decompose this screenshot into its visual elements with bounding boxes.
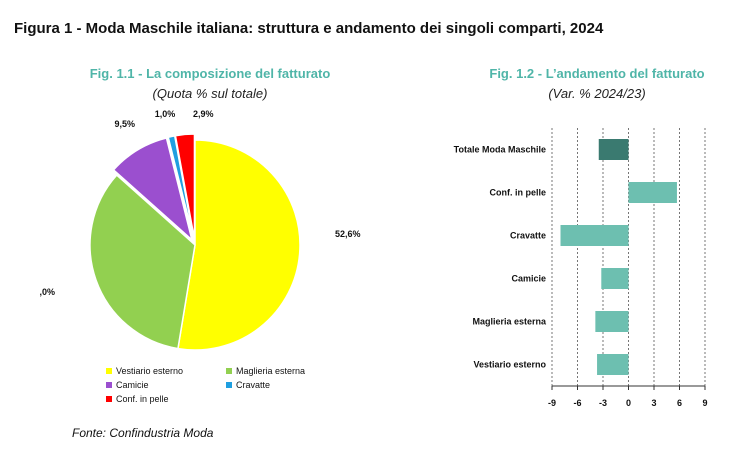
pie-label-1: 34,0% (40, 287, 55, 297)
pie-chart-title: Fig. 1.1 - La composizione del fatturato (89, 66, 331, 81)
legend-item-camicie: Camicie (106, 380, 149, 390)
category-label-3: Camicie (511, 274, 546, 284)
pie-label-2: 9,5% (114, 119, 135, 129)
legend-swatch (106, 382, 112, 388)
category-label-1: Conf. in pelle (489, 188, 546, 198)
legend-label: Camicie (116, 380, 149, 390)
legend-swatch (226, 382, 232, 388)
x-tick-label-6: 9 (702, 398, 707, 408)
x-tick-label-4: 3 (651, 398, 656, 408)
pie-slice-1 (89, 174, 196, 350)
x-tick-label-0: -9 (548, 398, 556, 408)
pie-slice-2 (112, 137, 194, 243)
pie-chart-subtitle: (Quota % sul totale) (152, 86, 268, 101)
category-label-5: Vestiario esterno (473, 360, 546, 370)
x-tick-label-1: -6 (573, 398, 581, 408)
x-tick-label-2: -3 (599, 398, 607, 408)
pie-chart: 52,6% 34,0% 9,5% 1,0% 2,9% (40, 110, 361, 351)
legend-label: Cravatte (236, 380, 271, 390)
bar-5 (597, 354, 629, 375)
bar-0 (598, 139, 629, 160)
pie-label-3: 1,0% (155, 110, 176, 119)
bar-chart: -9 -6 -3 0 3 6 9 Totale Moda Maschile Conf. in p… (454, 128, 708, 408)
source-note: Fonte: Confindustria Moda (72, 426, 214, 440)
legend-label: Conf. in pelle (116, 394, 169, 404)
x-tick-label-3: 0 (626, 398, 631, 408)
category-label-4: Maglieria esterna (472, 317, 547, 327)
legend-swatch (226, 368, 232, 374)
pie-slice-0 (177, 139, 301, 351)
bar-chart-subtitle: (Var. % 2024/23) (548, 86, 646, 101)
pie-label-4: 2,9% (193, 110, 214, 119)
legend-swatch (106, 368, 112, 374)
x-tick-label-5: 6 (677, 398, 682, 408)
legend-label: Vestiario esterno (116, 366, 184, 376)
bar-3 (601, 268, 629, 289)
legend-item-vestiario: Vestiario esterno (106, 366, 183, 376)
bar-4 (595, 311, 629, 332)
figure-title: Figura 1 - Moda Maschile italiana: strut… (14, 20, 604, 37)
bar-1 (628, 182, 677, 203)
pie-slice-4 (174, 133, 196, 240)
bar-chart-title: Fig. 1.2 - L’andamento del fatturato (489, 66, 705, 81)
legend-label: Maglieria esterna (236, 366, 306, 376)
legend-item-maglieria: Maglieria esterna (226, 366, 305, 376)
legend-item-cravatte: Cravatte (226, 380, 270, 390)
pie-label-0: 52,6% (335, 229, 361, 239)
bar-2 (560, 225, 629, 246)
legend-swatch (106, 396, 112, 402)
category-label-0: Totale Moda Maschile (454, 145, 546, 155)
category-label-2: Cravatte (510, 231, 546, 241)
legend-item-pelle: Conf. in pelle (106, 394, 169, 404)
